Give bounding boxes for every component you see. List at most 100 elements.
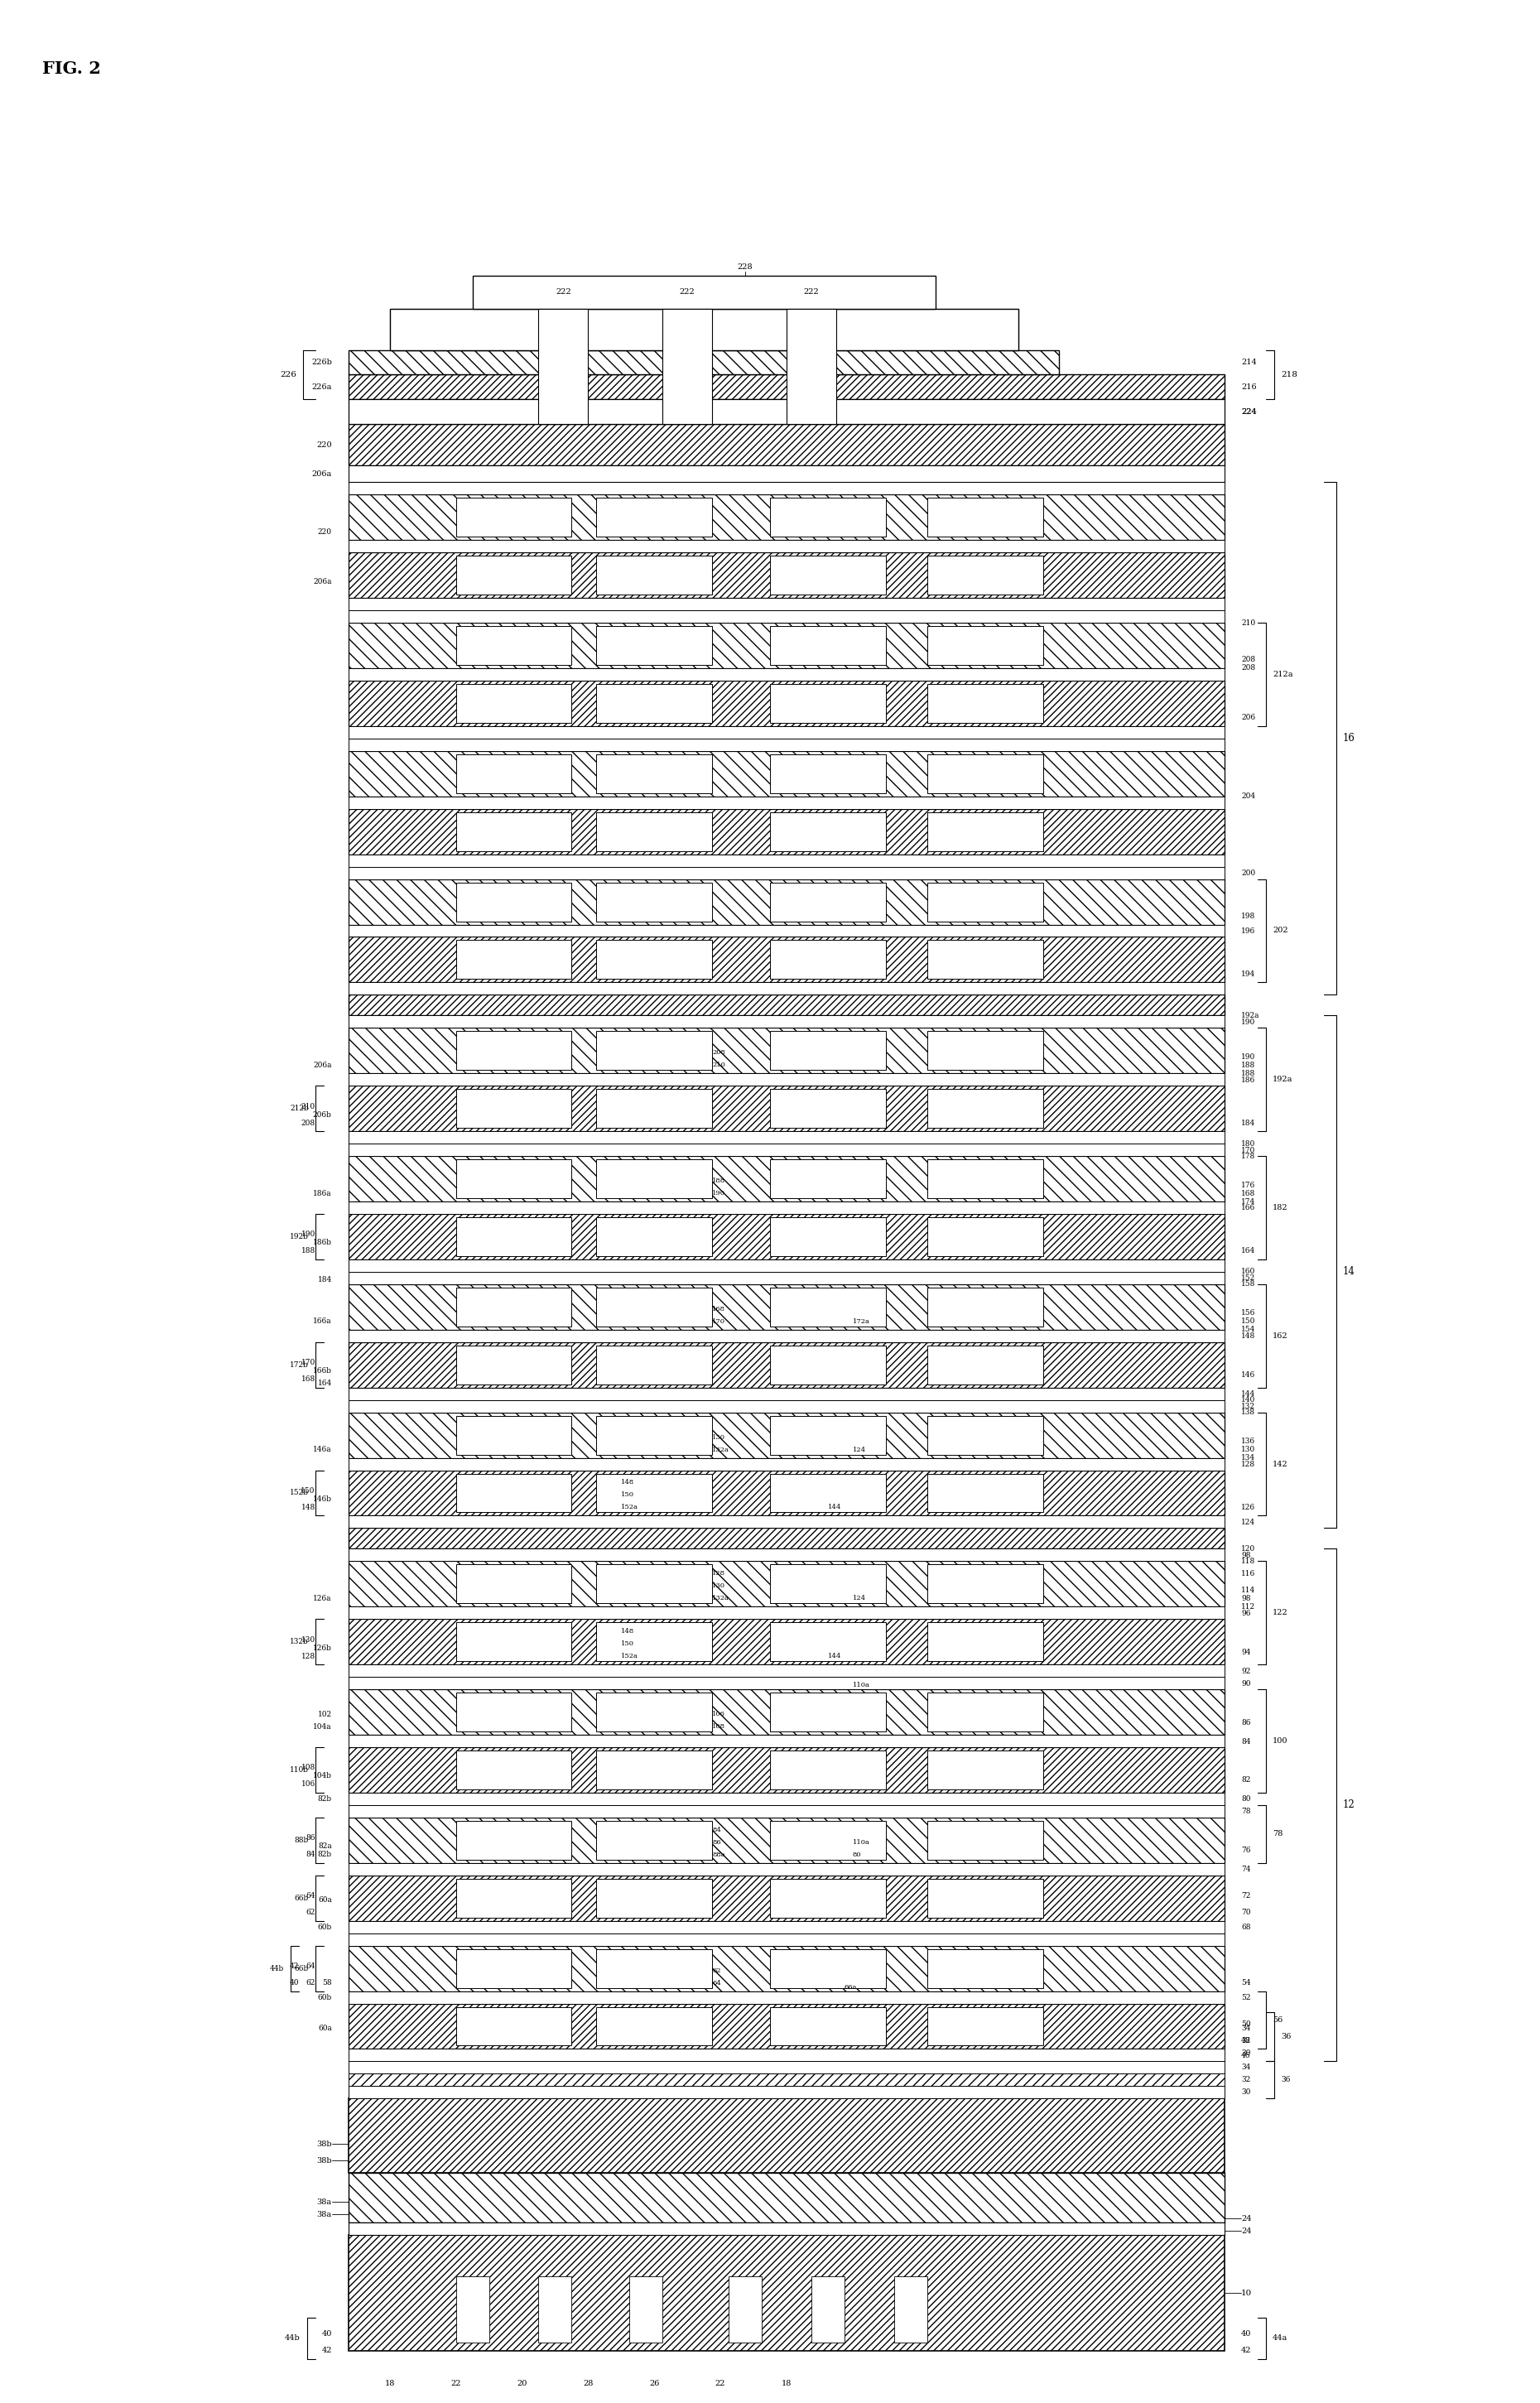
Bar bbox=[348, 2086, 1224, 2098]
Bar bbox=[348, 1028, 1224, 1074]
Text: 126a: 126a bbox=[313, 1596, 331, 1603]
Bar bbox=[348, 726, 1224, 738]
Text: 84: 84 bbox=[711, 1826, 721, 1833]
Text: 46: 46 bbox=[1241, 2052, 1250, 2059]
Bar bbox=[662, 308, 711, 425]
Text: 124: 124 bbox=[853, 1447, 865, 1454]
Bar bbox=[927, 755, 1043, 793]
Text: 62: 62 bbox=[711, 1968, 721, 1973]
Bar bbox=[770, 1415, 886, 1454]
Text: 226b: 226b bbox=[311, 358, 331, 365]
Text: 80: 80 bbox=[1241, 1795, 1250, 1802]
Text: 118: 118 bbox=[1241, 1557, 1255, 1564]
Bar bbox=[456, 1218, 571, 1257]
Bar bbox=[539, 308, 588, 425]
Bar bbox=[348, 1074, 1224, 1086]
Text: 210: 210 bbox=[302, 1103, 316, 1110]
Text: 126: 126 bbox=[1241, 1504, 1255, 1511]
Bar bbox=[348, 1202, 1224, 1214]
Text: 78: 78 bbox=[1272, 1831, 1283, 1838]
Text: 192a: 192a bbox=[1241, 1012, 1260, 1019]
Text: FIG. 2: FIG. 2 bbox=[43, 60, 102, 77]
Bar bbox=[348, 483, 1224, 495]
Bar bbox=[348, 598, 1224, 610]
Text: 40: 40 bbox=[290, 1980, 299, 1987]
Bar bbox=[456, 1473, 571, 1511]
Bar bbox=[348, 1283, 1224, 1329]
Text: 156: 156 bbox=[1241, 1310, 1255, 1317]
Text: 32: 32 bbox=[1241, 2038, 1250, 2045]
Bar bbox=[348, 1665, 1224, 1677]
Text: 76: 76 bbox=[1241, 1848, 1250, 1855]
Bar bbox=[456, 1879, 571, 1918]
Text: 130: 130 bbox=[711, 1584, 725, 1588]
Bar bbox=[456, 1158, 571, 1199]
Text: 210: 210 bbox=[1241, 620, 1255, 627]
Bar bbox=[770, 1473, 886, 1511]
Text: 48: 48 bbox=[1241, 2038, 1250, 2045]
Bar bbox=[348, 1992, 1224, 2004]
Bar bbox=[596, 1473, 711, 1511]
Text: 84: 84 bbox=[306, 1850, 316, 1858]
Bar bbox=[348, 1341, 1224, 1387]
Text: 222: 222 bbox=[679, 288, 695, 296]
Bar bbox=[770, 1564, 886, 1603]
Bar bbox=[473, 276, 935, 308]
Text: 126b: 126b bbox=[313, 1644, 331, 1651]
Bar bbox=[348, 610, 1224, 622]
Bar bbox=[456, 1949, 571, 1987]
Text: 222: 222 bbox=[804, 288, 819, 296]
Bar bbox=[596, 1622, 711, 1660]
Bar bbox=[348, 1516, 1224, 1528]
Text: 148: 148 bbox=[300, 1504, 316, 1511]
Bar bbox=[348, 375, 1224, 399]
Bar bbox=[348, 2098, 1224, 2172]
Text: 26: 26 bbox=[650, 2379, 659, 2389]
Text: 170: 170 bbox=[711, 1319, 725, 1324]
Bar bbox=[456, 1622, 571, 1660]
Bar bbox=[348, 622, 1224, 668]
Text: 190: 190 bbox=[1241, 1053, 1255, 1060]
Bar bbox=[456, 1346, 571, 1384]
Bar bbox=[348, 750, 1224, 795]
Bar bbox=[456, 685, 571, 723]
Text: 88a: 88a bbox=[711, 1850, 725, 1858]
Bar bbox=[456, 812, 571, 851]
Bar bbox=[596, 627, 711, 666]
Text: 122: 122 bbox=[1272, 1610, 1287, 1617]
Text: 208: 208 bbox=[1241, 666, 1255, 673]
Bar bbox=[390, 308, 1018, 351]
Text: 222: 222 bbox=[556, 288, 571, 296]
Text: 38b: 38b bbox=[316, 2158, 331, 2165]
Text: 12: 12 bbox=[1343, 1800, 1355, 1809]
Text: 220: 220 bbox=[317, 529, 331, 536]
Bar bbox=[596, 940, 711, 978]
Bar bbox=[348, 1817, 1224, 1862]
Bar bbox=[348, 1329, 1224, 1341]
Text: 196: 196 bbox=[1241, 928, 1255, 935]
Bar bbox=[348, 1016, 1224, 1028]
Bar bbox=[456, 1821, 571, 1860]
Bar bbox=[596, 1415, 711, 1454]
Bar bbox=[348, 795, 1224, 810]
Text: 120: 120 bbox=[1241, 1545, 1255, 1552]
Bar bbox=[770, 1879, 886, 1918]
Bar bbox=[390, 308, 1018, 351]
Bar bbox=[770, 555, 886, 594]
Bar bbox=[895, 2276, 927, 2343]
Text: 44a: 44a bbox=[1272, 2336, 1287, 2343]
Bar bbox=[927, 812, 1043, 851]
Bar bbox=[348, 1086, 1224, 1132]
Text: 168: 168 bbox=[711, 1305, 725, 1312]
Text: 130: 130 bbox=[1241, 1447, 1255, 1454]
Bar bbox=[927, 1288, 1043, 1326]
Bar bbox=[770, 627, 886, 666]
Text: 70: 70 bbox=[1241, 1908, 1250, 1915]
Text: 224: 224 bbox=[1241, 409, 1257, 416]
Bar bbox=[927, 1949, 1043, 1987]
Text: 116: 116 bbox=[1241, 1569, 1255, 1576]
Bar bbox=[770, 755, 886, 793]
Bar bbox=[348, 1677, 1224, 1689]
Text: 148: 148 bbox=[1241, 1334, 1255, 1341]
Text: 128: 128 bbox=[302, 1653, 316, 1660]
